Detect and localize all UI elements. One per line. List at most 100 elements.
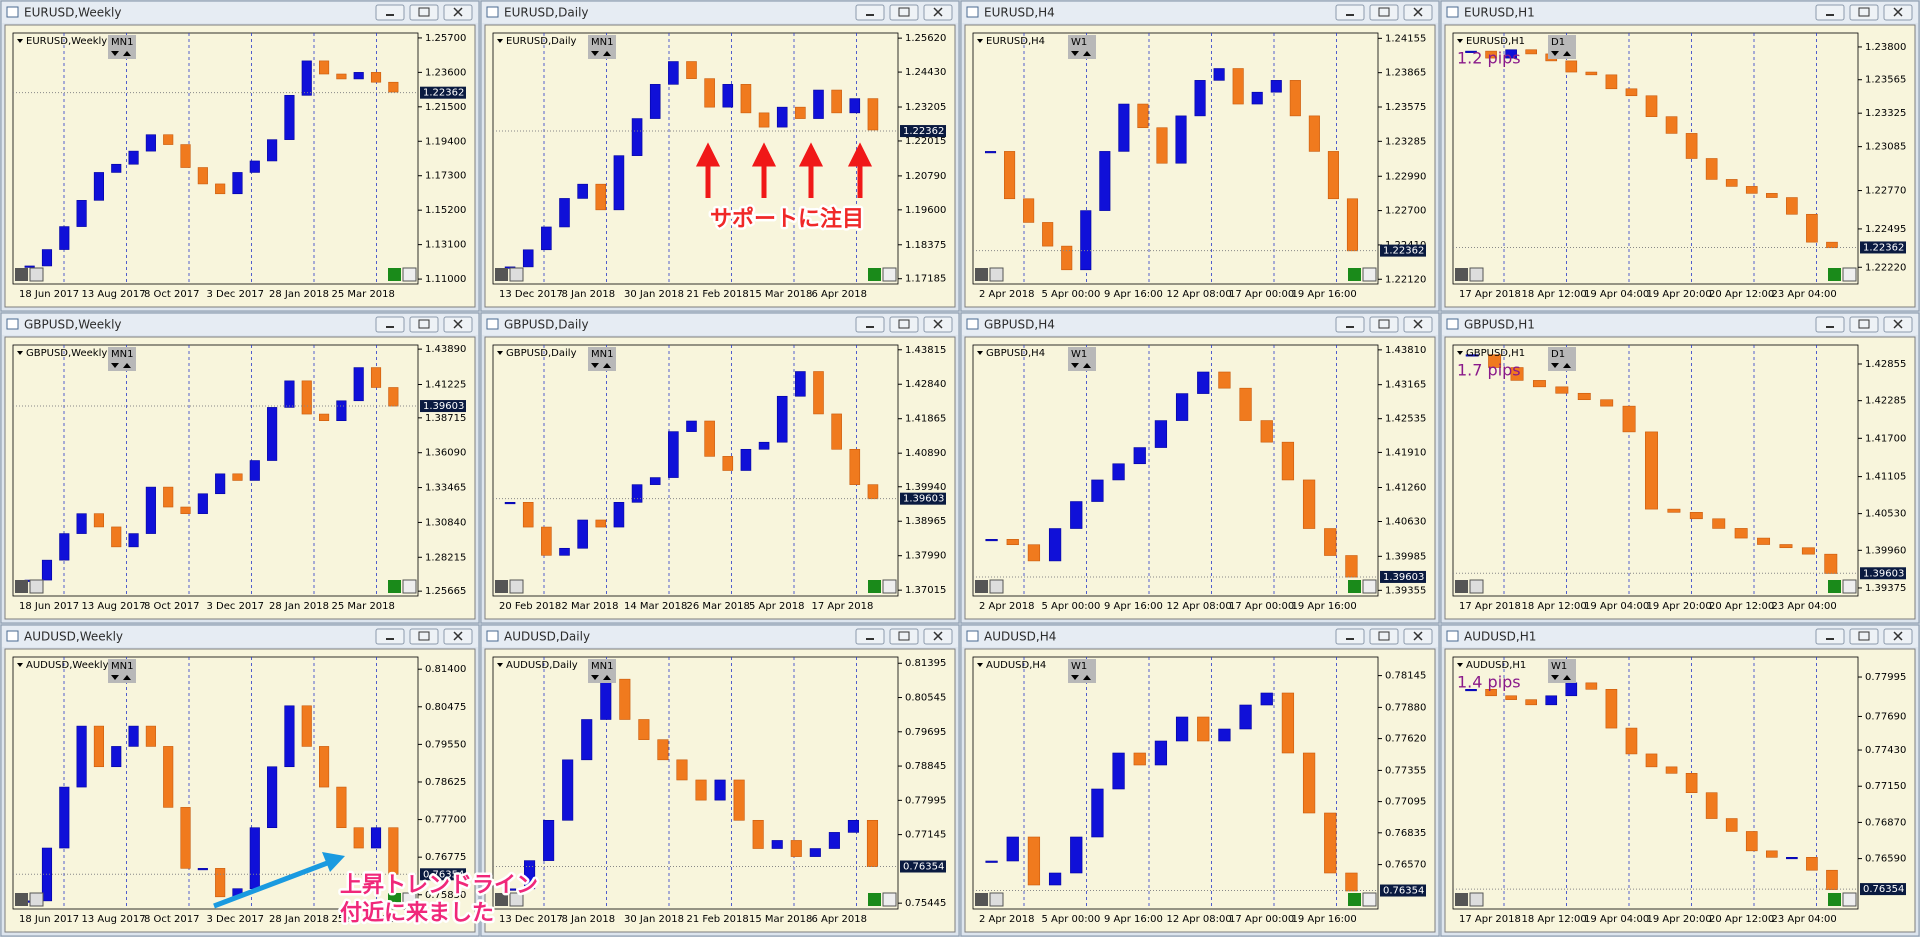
maximize-button[interactable] (1849, 4, 1879, 21)
tool-button[interactable] (495, 580, 508, 593)
candle (562, 759, 574, 821)
tool-button[interactable] (989, 892, 1004, 907)
minimize-button[interactable] (375, 316, 405, 333)
zoom-in-button[interactable] (1842, 267, 1857, 282)
maximize-button[interactable] (409, 4, 439, 21)
candle (1070, 501, 1083, 529)
zoom-out-button[interactable] (1348, 268, 1361, 281)
zoom-in-button[interactable] (882, 579, 897, 594)
tool-button[interactable] (1455, 580, 1468, 593)
tool-button[interactable] (15, 580, 28, 593)
zoom-out-button[interactable] (868, 268, 881, 281)
maximize-button[interactable] (409, 316, 439, 333)
price-tick-label: 1.42285 (1865, 396, 1906, 407)
minimize-button[interactable] (855, 316, 885, 333)
maximize-button[interactable] (1849, 628, 1879, 645)
timeframe-button[interactable] (1548, 659, 1576, 683)
tool-button[interactable] (29, 579, 44, 594)
timeframe-button[interactable] (108, 347, 136, 371)
maximize-button[interactable] (1369, 628, 1399, 645)
candle (809, 848, 821, 857)
tool-button[interactable] (495, 893, 508, 906)
maximize-button[interactable] (1369, 316, 1399, 333)
date-label: 18 Jun 2017 (19, 914, 79, 925)
zoom-in-button[interactable] (402, 267, 417, 282)
tool-button[interactable] (29, 267, 44, 282)
tool-button[interactable] (15, 893, 28, 906)
minimize-button[interactable] (1335, 4, 1365, 21)
tool-button[interactable] (989, 579, 1004, 594)
zoom-in-button[interactable] (882, 892, 897, 907)
title-bar (1442, 314, 1918, 335)
timeframe-button[interactable] (1548, 35, 1576, 59)
zoom-out-button[interactable] (1348, 580, 1361, 593)
zoom-out-button[interactable] (1828, 893, 1841, 906)
minimize-button[interactable] (375, 628, 405, 645)
timeframe-button[interactable] (1068, 347, 1096, 371)
zoom-out-button[interactable] (1828, 580, 1841, 593)
zoom-in-button[interactable] (1842, 579, 1857, 594)
maximize-button[interactable] (889, 628, 919, 645)
tool-button[interactable] (975, 580, 988, 593)
timeframe-button[interactable] (108, 659, 136, 683)
maximize-button[interactable] (1849, 316, 1879, 333)
date-label: 8 Oct 2017 (144, 289, 199, 300)
zoom-in-button[interactable] (402, 579, 417, 594)
minimize-button[interactable] (1815, 628, 1845, 645)
tool-button[interactable] (29, 892, 44, 907)
timeframe-button[interactable] (1068, 659, 1096, 683)
tool-button[interactable] (1455, 268, 1468, 281)
zoom-in-button[interactable] (1362, 267, 1377, 282)
tool-button[interactable] (495, 268, 508, 281)
date-label: 28 Jan 2018 (269, 914, 329, 925)
maximize-button[interactable] (889, 316, 919, 333)
timeframe-button[interactable] (588, 347, 616, 371)
tool-button[interactable] (509, 267, 524, 282)
candle (1510, 367, 1524, 381)
minimize-button[interactable] (1335, 316, 1365, 333)
candle (1194, 80, 1206, 117)
timeframe-button[interactable] (108, 35, 136, 59)
tool-button[interactable] (1455, 893, 1468, 906)
tool-button[interactable] (975, 268, 988, 281)
maximize-button[interactable] (889, 4, 919, 21)
tool-button[interactable] (1469, 579, 1484, 594)
candle (197, 493, 208, 514)
zoom-out-button[interactable] (1828, 268, 1841, 281)
zoom-in-button[interactable] (1362, 579, 1377, 594)
zoom-in-button[interactable] (1842, 892, 1857, 907)
tool-button[interactable] (15, 268, 28, 281)
price-tick-label: 1.39960 (1865, 545, 1906, 556)
maximize-button[interactable] (409, 628, 439, 645)
zoom-out-button[interactable] (868, 580, 881, 593)
minimize-button[interactable] (375, 4, 405, 21)
tool-button[interactable] (509, 579, 524, 594)
timeframe-button[interactable] (588, 659, 616, 683)
timeframe-button[interactable] (588, 35, 616, 59)
zoom-out-button[interactable] (868, 893, 881, 906)
tool-button[interactable] (1469, 267, 1484, 282)
zoom-in-button[interactable] (1362, 892, 1377, 907)
minimize-button[interactable] (1815, 4, 1845, 21)
tool-button[interactable] (975, 893, 988, 906)
tool-button[interactable] (989, 267, 1004, 282)
minimize-button[interactable] (1815, 316, 1845, 333)
minimize-button[interactable] (855, 4, 885, 21)
zoom-out-button[interactable] (388, 580, 401, 593)
timeframe-button[interactable] (1548, 347, 1576, 371)
tf-down (1071, 675, 1079, 680)
price-tick-label: 0.76775 (425, 852, 466, 863)
zoom-in-button[interactable] (402, 892, 417, 907)
candle (704, 420, 715, 457)
candle (370, 827, 382, 849)
maximize-button[interactable] (1369, 4, 1399, 21)
minimize-button[interactable] (855, 628, 885, 645)
tool-button[interactable] (509, 892, 524, 907)
minimize-button[interactable] (1335, 628, 1365, 645)
zoom-in-button[interactable] (882, 267, 897, 282)
zoom-out-button[interactable] (388, 268, 401, 281)
zoom-out-button[interactable] (1348, 893, 1361, 906)
tool-button[interactable] (1469, 892, 1484, 907)
zoom-out-button[interactable] (388, 893, 401, 906)
timeframe-button[interactable] (1068, 35, 1096, 59)
